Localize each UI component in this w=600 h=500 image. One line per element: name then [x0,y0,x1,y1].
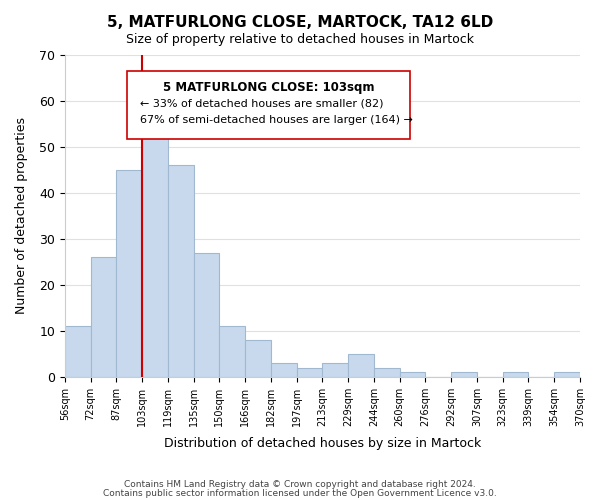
Bar [194,252,220,377]
Bar [322,363,348,377]
Bar [348,354,374,377]
Bar [554,372,580,377]
Y-axis label: Number of detached properties: Number of detached properties [15,118,28,314]
Bar [400,372,425,377]
Bar [142,115,168,377]
Bar [65,326,91,377]
Text: Contains HM Land Registry data © Crown copyright and database right 2024.: Contains HM Land Registry data © Crown c… [124,480,476,489]
Bar [271,363,296,377]
Bar [220,326,245,377]
Text: ← 33% of detached houses are smaller (82): ← 33% of detached houses are smaller (82… [140,98,383,108]
FancyBboxPatch shape [127,71,410,138]
Text: 67% of semi-detached houses are larger (164) →: 67% of semi-detached houses are larger (… [140,114,412,124]
Bar [116,170,142,377]
Text: 5, MATFURLONG CLOSE, MARTOCK, TA12 6LD: 5, MATFURLONG CLOSE, MARTOCK, TA12 6LD [107,15,493,30]
Bar [168,166,194,377]
Bar [451,372,477,377]
Bar [91,258,116,377]
Bar [503,372,529,377]
Text: 5 MATFURLONG CLOSE: 103sqm: 5 MATFURLONG CLOSE: 103sqm [163,82,374,94]
X-axis label: Distribution of detached houses by size in Martock: Distribution of detached houses by size … [164,437,481,450]
Bar [374,368,400,377]
Bar [296,368,322,377]
Text: Contains public sector information licensed under the Open Government Licence v3: Contains public sector information licen… [103,489,497,498]
Bar [245,340,271,377]
Text: Size of property relative to detached houses in Martock: Size of property relative to detached ho… [126,32,474,46]
